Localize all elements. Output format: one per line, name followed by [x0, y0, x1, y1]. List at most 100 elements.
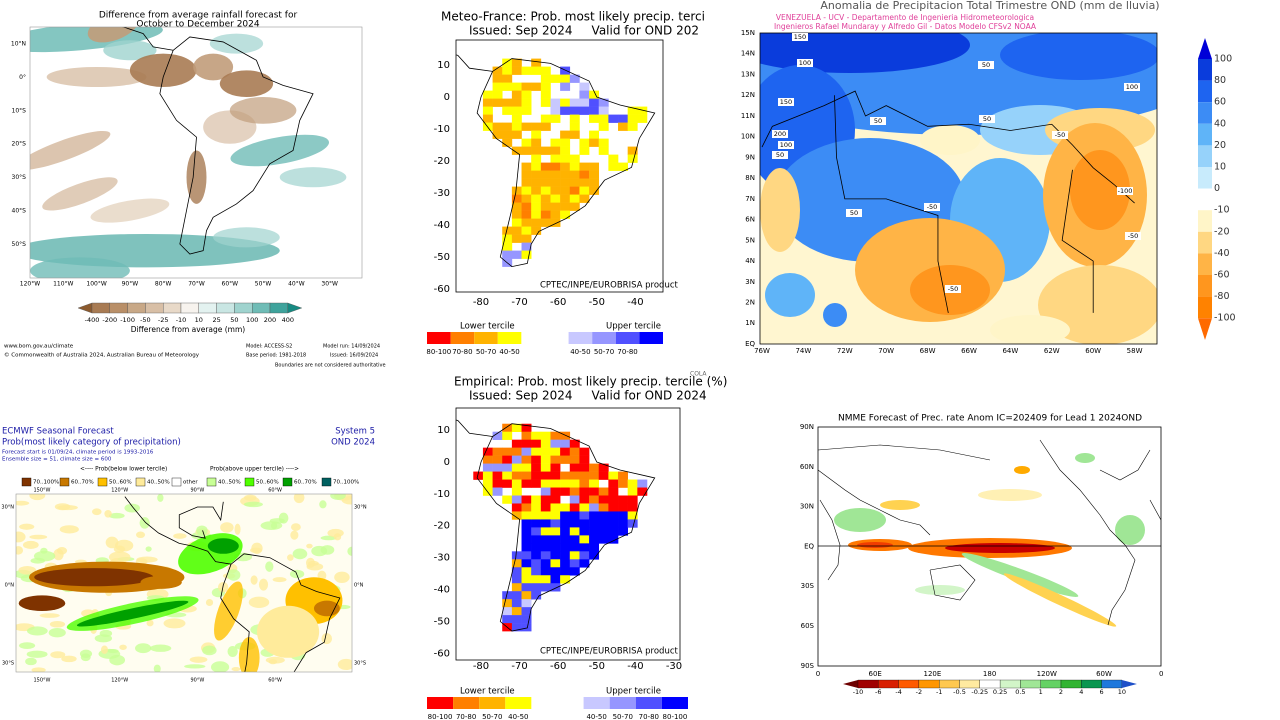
nm-map	[818, 439, 1161, 627]
lat-label: 60N	[800, 463, 814, 471]
shade	[1014, 466, 1030, 474]
grid-cell	[521, 170, 532, 179]
contour-label: -50	[1055, 131, 1066, 139]
credit: CPTEC/INPE/EUROBRISA product	[540, 647, 679, 657]
grid-cell	[598, 511, 609, 520]
grid-cell	[531, 503, 542, 512]
ven-map	[760, 33, 1157, 344]
colorbar-box	[898, 679, 920, 689]
lon-label: 0	[816, 670, 820, 678]
legend-label: 70..100%	[33, 480, 59, 486]
coastline	[121, 27, 174, 51]
x-label: -70	[511, 661, 527, 672]
grid-cell	[569, 559, 580, 568]
legend-box	[615, 332, 640, 344]
grid-cell	[540, 98, 551, 107]
lat-label: EQ	[804, 542, 814, 550]
lat-label: 20°S	[12, 141, 27, 148]
shade	[211, 661, 230, 672]
lon-label: 120°W	[20, 281, 40, 288]
grid-cell	[540, 439, 551, 448]
grid-cell	[473, 471, 484, 480]
grid-cell	[511, 511, 522, 520]
colorbar-label: -0.25	[971, 688, 988, 696]
colorbar-label: 20	[1214, 140, 1226, 151]
lat-label: 2N	[745, 298, 755, 306]
panel-title: October to December 2024	[136, 20, 259, 30]
contour-label: 50	[983, 115, 991, 123]
grid-cell	[492, 74, 503, 83]
colorbar-label: 200	[264, 316, 276, 324]
contour-label: -50	[1128, 232, 1139, 240]
grid-cell	[511, 66, 522, 75]
legend-label: 40-50	[570, 348, 590, 356]
shade	[256, 605, 320, 658]
grid-cell	[589, 114, 600, 123]
grid-cell	[569, 202, 580, 211]
lat-label: 30S	[801, 582, 815, 590]
panel-title: Meteo-France: Prob. most likely precip. …	[441, 10, 705, 24]
grid-cell	[550, 178, 561, 187]
lat-label: 90S	[801, 662, 815, 670]
grid-cell	[540, 479, 551, 488]
coastline	[819, 499, 841, 581]
grid-cell	[502, 74, 513, 83]
grid-cell	[521, 535, 532, 544]
grid-cell	[492, 487, 503, 496]
grid-cell	[560, 66, 571, 75]
shade	[765, 273, 815, 317]
shade	[1003, 573, 1117, 627]
colorbar-box	[1198, 210, 1212, 232]
contour-label-bg	[772, 151, 788, 159]
lat-label: 6N	[745, 216, 755, 224]
shade	[91, 508, 102, 516]
grid-cell	[540, 66, 551, 75]
shade	[915, 585, 965, 595]
contour-label-bg	[778, 141, 794, 149]
border	[834, 95, 949, 313]
grid-cell	[511, 186, 522, 195]
panel-title: Anomalia de Precipitacion Total Trimestr…	[820, 0, 1159, 12]
shade	[265, 656, 285, 664]
grid-cell	[579, 178, 590, 187]
grid-cell	[579, 106, 590, 115]
grid-cell	[560, 471, 571, 480]
grid-cell	[502, 431, 513, 440]
grid-cell	[560, 194, 571, 203]
shade	[42, 177, 118, 211]
lon-label: 100°W	[86, 281, 106, 288]
coastline	[818, 469, 931, 536]
grid-cell	[521, 90, 532, 99]
grid-cell	[492, 479, 503, 488]
shade	[140, 575, 182, 589]
grid-cell	[521, 423, 532, 432]
ec-frame	[15, 493, 353, 673]
legend-label: 70-80	[617, 348, 637, 356]
grid-cell	[598, 98, 609, 107]
colorbar-label: 2	[1059, 688, 1063, 696]
grid-cell	[531, 210, 542, 219]
lat-label: 10°S	[12, 107, 27, 114]
grid-cell	[598, 495, 609, 504]
grid-cell	[540, 551, 551, 560]
shade	[1000, 33, 1157, 80]
footer-text: Issued: 16/09/2024	[330, 353, 378, 359]
shade	[1070, 150, 1130, 230]
legend-title: <---- Prob(below lower tercile)	[80, 467, 167, 473]
y-label: -60	[434, 284, 450, 295]
grid-cell	[502, 66, 513, 75]
grid-cell	[550, 218, 561, 227]
legend-box	[450, 332, 475, 344]
lat-label: 30°N	[1, 505, 14, 511]
grid-cell	[511, 455, 522, 464]
shade	[213, 227, 280, 248]
grid-cell	[482, 479, 493, 488]
grid-cell	[492, 471, 503, 480]
legend-title: Lower tercile	[460, 322, 515, 332]
grid-cell	[502, 495, 513, 504]
panel-subtitle: Ingenieros Rafael Mundaray y Alfredo Gil…	[774, 22, 1037, 31]
grid-cell	[482, 90, 493, 99]
grid-cell	[521, 250, 532, 259]
shade	[333, 533, 342, 541]
shade	[26, 650, 48, 658]
